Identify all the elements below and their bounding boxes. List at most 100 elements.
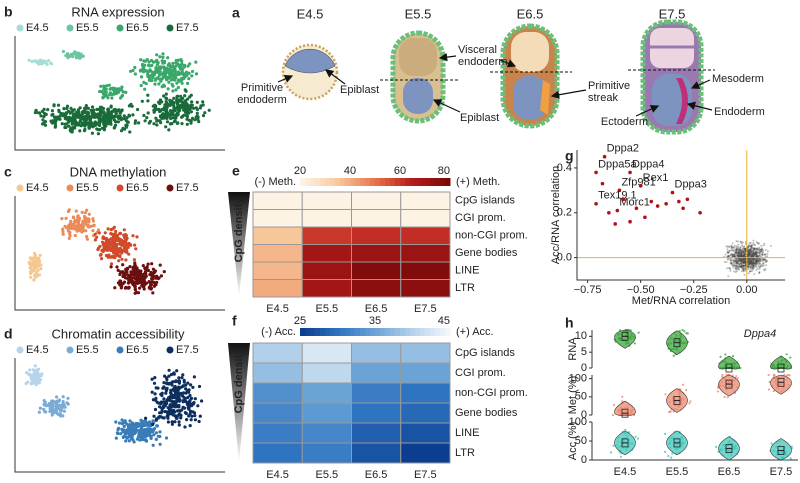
heatmap-cell <box>401 280 450 298</box>
heatmap-cell <box>401 262 450 280</box>
cell-point <box>37 63 40 66</box>
background-point <box>766 260 768 262</box>
x-tick-label: E4.5 <box>614 466 637 478</box>
colorbar-segment <box>395 328 401 336</box>
cell-point <box>124 258 127 261</box>
jitter-point <box>673 355 675 357</box>
cell-point <box>66 116 69 119</box>
cell-point <box>185 108 188 111</box>
cell-point <box>63 403 66 406</box>
cell-point <box>162 115 165 118</box>
cell-point <box>156 401 159 404</box>
cell-point <box>190 397 193 400</box>
cell-point <box>145 69 148 72</box>
cell-point <box>183 379 186 382</box>
panel-label: h <box>565 315 574 331</box>
cell-point <box>159 98 162 101</box>
cell-point <box>134 288 137 291</box>
cell-point <box>95 236 98 239</box>
cell-point <box>177 376 180 379</box>
cell-point <box>162 84 165 87</box>
y-axis-label: Acc/RNA correlation <box>550 166 562 264</box>
cell-point <box>124 430 127 433</box>
diagram-label: endoderm <box>237 94 287 106</box>
cell-point <box>115 245 118 248</box>
colorbar-segment <box>345 178 351 186</box>
cell-point <box>123 114 126 117</box>
diagram-label: endoderm <box>458 56 508 68</box>
background-point <box>730 259 732 261</box>
cell-point <box>64 113 67 116</box>
cell-point <box>147 434 150 437</box>
cell-point <box>144 438 147 441</box>
y-tick-label: 10 <box>575 330 587 342</box>
cell-point <box>94 115 97 118</box>
cell-point <box>189 104 192 107</box>
cell-point <box>29 272 32 275</box>
row-label: CpG islands <box>455 347 515 359</box>
cell-point <box>188 403 191 406</box>
cell-point <box>134 247 137 250</box>
cell-point <box>184 392 187 395</box>
heatmap-cell <box>302 262 351 280</box>
heatmap-cell <box>302 343 351 363</box>
cell-point <box>95 127 98 130</box>
cell-point <box>174 114 177 117</box>
colorbar-tick-label: 80 <box>438 165 450 177</box>
colorbar-segment <box>410 328 416 336</box>
cell-point <box>160 407 163 410</box>
cell-point <box>145 116 148 119</box>
cell-point <box>120 86 123 89</box>
cell-point <box>150 280 153 283</box>
cell-point <box>176 122 179 125</box>
cell-point <box>127 253 130 256</box>
background-point <box>740 241 742 243</box>
cell-point <box>140 84 143 87</box>
gene-point <box>664 202 668 206</box>
cell-point <box>175 369 178 372</box>
cell-point <box>156 119 159 122</box>
background-point <box>739 248 741 250</box>
background-point <box>752 242 754 244</box>
cell-point <box>97 228 100 231</box>
colorbar-segment <box>425 178 431 186</box>
cell-point <box>193 118 196 121</box>
legend-swatch <box>67 25 74 32</box>
background-point <box>742 268 744 270</box>
jitter-point <box>688 402 690 404</box>
chart-title: RNA expression <box>71 4 164 19</box>
cell-point <box>167 64 170 67</box>
colorbar-segment <box>315 178 321 186</box>
cell-point <box>159 121 162 124</box>
x-tick-label: E7.5 <box>770 466 793 478</box>
heatmap-cell <box>401 443 450 463</box>
cell-point <box>28 368 31 371</box>
cell-point <box>91 132 94 135</box>
gene-point <box>671 191 675 195</box>
cell-point <box>196 101 199 104</box>
cell-point <box>62 395 65 398</box>
legend-swatch <box>117 25 124 32</box>
background-point <box>743 251 745 253</box>
gene-point <box>635 206 639 210</box>
colorbar-segment <box>355 328 361 336</box>
cell-point <box>151 423 154 426</box>
gene-point <box>601 182 605 186</box>
jitter-point <box>621 396 623 398</box>
cell-point <box>79 120 82 123</box>
gene-point <box>616 209 620 213</box>
cell-point <box>187 391 190 394</box>
cell-point <box>146 58 149 61</box>
background-point <box>748 250 750 252</box>
cell-point <box>163 270 166 273</box>
cell-point <box>171 423 174 426</box>
y-tick-label: 50 <box>575 435 587 447</box>
cell-point <box>55 410 58 413</box>
cell-point <box>194 397 197 400</box>
cell-point <box>54 124 57 127</box>
cell-point <box>165 93 168 96</box>
colorbar-segment <box>305 328 311 336</box>
cell-point <box>108 93 111 96</box>
cell-point <box>106 239 109 242</box>
row-label: LINE <box>455 265 479 277</box>
